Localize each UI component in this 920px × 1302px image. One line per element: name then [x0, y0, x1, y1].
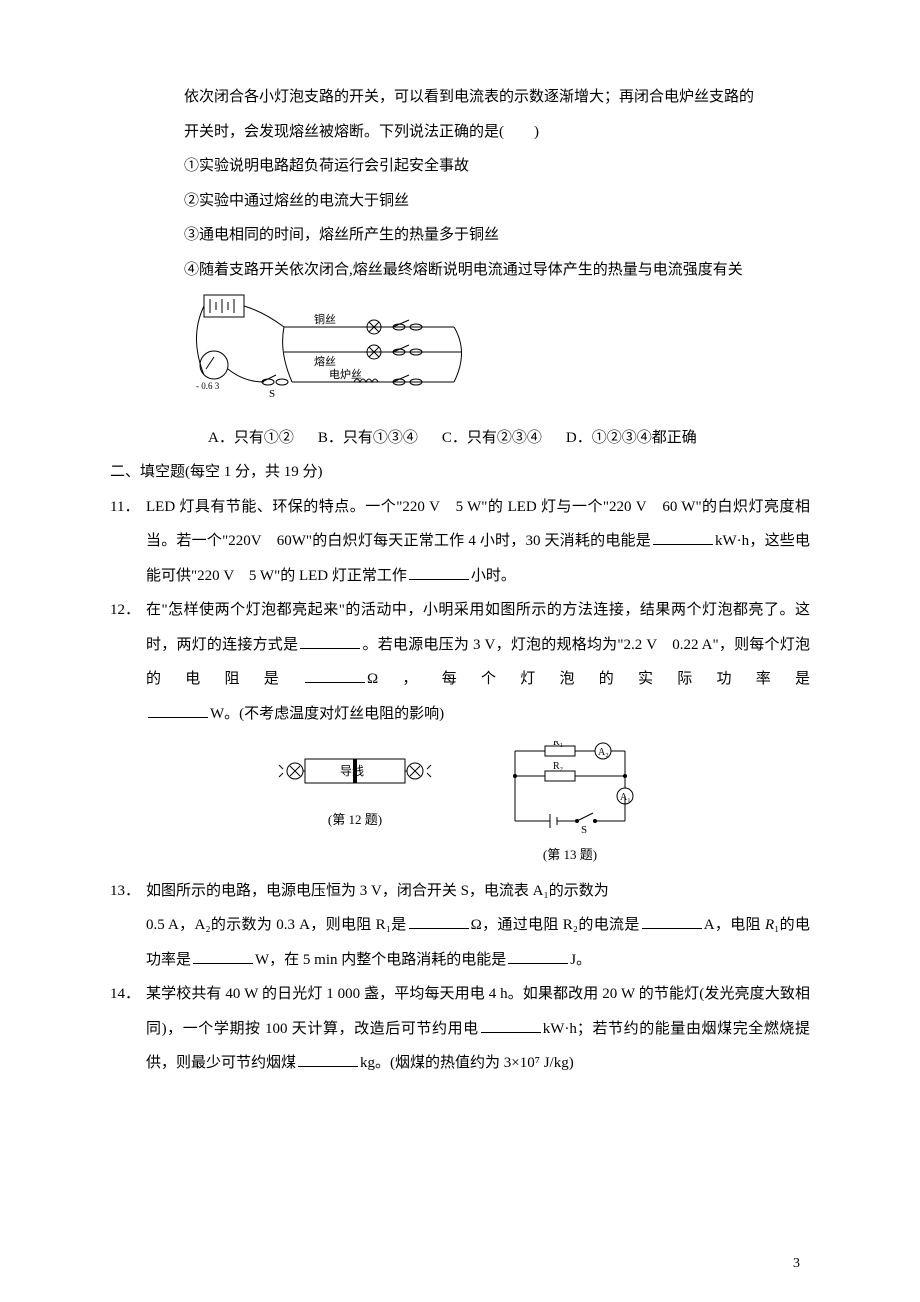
q13-seg1: 如图所示的电路，电源电压恒为 3 V，闭合开关 S，电流表 A₁的示数为: [146, 883, 609, 899]
q10-stmt3: ③通电相同的时间，熔丝所产生的热量多于铜丝: [110, 218, 810, 253]
q12-blank1: [300, 633, 360, 649]
switch-label: S: [269, 388, 275, 400]
fig13-s: S: [581, 824, 587, 836]
q10-options: A．只有①② B．只有①③④ C．只有②③④ D．①②③④都正确: [110, 421, 810, 456]
q13-num: 13．: [110, 874, 146, 909]
ammeter-scale: - 0.6 3: [196, 381, 220, 391]
q10-opt-c: C．只有②③④: [442, 421, 542, 456]
q12-num: 12．: [110, 593, 146, 697]
q10-opt-b: B．只有①③④: [318, 421, 418, 456]
fig12: 导线 (第 12 题): [275, 741, 435, 870]
q12-blank3: [148, 702, 208, 718]
q13-blank2: [642, 913, 702, 929]
fig12-caption: (第 12 题): [328, 805, 382, 835]
q12-seg4: W。(不考虑温度对灯丝电阻的影响): [210, 706, 444, 722]
q12-body-cont: W。(不考虑温度对灯丝电阻的影响): [146, 697, 810, 732]
figure-row-12-13: 导线 (第 12 题): [110, 741, 810, 870]
q10-line2: 开关时，会发现熔丝被熔断。下列说法正确的是( ): [110, 115, 810, 150]
q10-opt-d: D．①②③④都正确: [566, 421, 697, 456]
q12-blank2: [305, 667, 365, 683]
q12-body: 在"怎样使两个灯泡都亮起来"的活动中，小明采用如图所示的方法连接，结果两个灯泡都…: [146, 593, 810, 697]
fig13-a2: A₂: [598, 747, 609, 758]
section-2-header: 二、填空题(每空 1 分，共 19 分): [110, 455, 810, 490]
page-number: 3: [793, 1256, 800, 1272]
q14-blank2: [298, 1051, 358, 1067]
q13-seg5: W，在 5 min 内整个电路消耗的电能是: [255, 952, 506, 968]
fig13-caption: (第 13 题): [543, 840, 597, 870]
q11-tail: 小时。: [471, 568, 516, 584]
q10-line1: 依次闭合各小灯泡支路的开关，可以看到电流表的示数逐渐增大；再闭合电炉丝支路的: [110, 80, 810, 115]
q14-num: 14．: [110, 977, 146, 1081]
q11-blank2: [409, 564, 469, 580]
q13-seg6: J。: [570, 952, 591, 968]
fig13-a1: A₁: [620, 792, 631, 803]
q14-blank1: [481, 1017, 541, 1033]
q10-stmt1: ①实验说明电路超负荷运行会引起安全事故: [110, 149, 810, 184]
fig13: S A₁ R₁ A₂ R₂: [495, 741, 645, 870]
q13-blank1: [409, 913, 469, 929]
q10-stmt2: ②实验中通过熔丝的电流大于铜丝: [110, 184, 810, 219]
q13-seg3: Ω，通过电阻 R₂的电流是: [471, 917, 640, 933]
fuse-wire-label: 熔丝: [314, 354, 336, 368]
q13-blank3: [193, 948, 253, 964]
q11-num: 11．: [110, 490, 146, 594]
q14-seg3: kg。(烟煤的热值约为 3×10⁷ J/kg): [360, 1055, 574, 1071]
q10-stmt4: ④随着支路开关依次闭合,熔丝最终熔断说明电流通过导体产生的热量与电流强度有关: [110, 253, 810, 288]
q11-blank1: [653, 529, 713, 545]
q12-seg3: Ω，每个灯泡的实际功率是: [367, 671, 810, 687]
q10-opt-a: A．只有①②: [208, 421, 294, 456]
q14-body: 某学校共有 40 W 的日光灯 1 000 盏，平均每天用电 4 h。如果都改用…: [146, 977, 810, 1081]
fig12-wire-label: 导线: [340, 764, 364, 778]
fig13-r2: R₂: [553, 761, 563, 772]
copper-wire-label: 铜丝: [314, 312, 336, 326]
q13-blank4: [508, 948, 568, 964]
q13-body-cont: 0.5 A，A₂的示数为 0.3 A，则电阻 R₁是Ω，通过电阻 R₂的电流是A…: [110, 908, 810, 977]
q13-seg2: 0.5 A，A₂的示数为 0.3 A，则电阻 R₁是: [146, 917, 407, 933]
q11-body: LED 灯具有节能、环保的特点。一个"220 V 5 W"的 LED 灯与一个"…: [146, 490, 810, 594]
fig13-r1: R₁: [553, 741, 563, 748]
q13-body: 如图所示的电路，电源电压恒为 3 V，闭合开关 S，电流表 A₁的示数为: [146, 874, 810, 909]
q10-circuit-figure: - 0.6 3 S 铜丝 熔丝: [110, 287, 810, 421]
